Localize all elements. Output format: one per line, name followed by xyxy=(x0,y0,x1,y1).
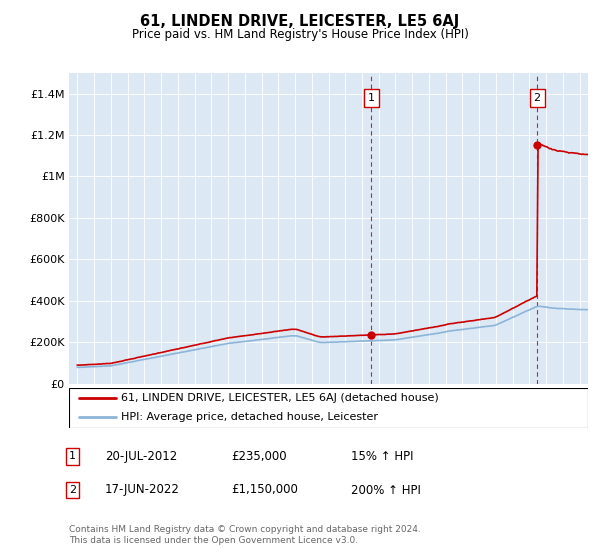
Text: 1: 1 xyxy=(368,92,374,102)
Text: £235,000: £235,000 xyxy=(231,450,287,463)
Text: 17-JUN-2022: 17-JUN-2022 xyxy=(105,483,180,497)
Text: 200% ↑ HPI: 200% ↑ HPI xyxy=(351,483,421,497)
Text: 15% ↑ HPI: 15% ↑ HPI xyxy=(351,450,413,463)
Text: 61, LINDEN DRIVE, LEICESTER, LE5 6AJ (detached house): 61, LINDEN DRIVE, LEICESTER, LE5 6AJ (de… xyxy=(121,393,439,403)
Text: 20-JUL-2012: 20-JUL-2012 xyxy=(105,450,177,463)
Text: 2: 2 xyxy=(69,485,76,495)
Text: 1: 1 xyxy=(69,451,76,461)
Text: 61, LINDEN DRIVE, LEICESTER, LE5 6AJ: 61, LINDEN DRIVE, LEICESTER, LE5 6AJ xyxy=(140,14,460,29)
Text: Contains HM Land Registry data © Crown copyright and database right 2024.
This d: Contains HM Land Registry data © Crown c… xyxy=(69,525,421,545)
Text: HPI: Average price, detached house, Leicester: HPI: Average price, detached house, Leic… xyxy=(121,412,378,422)
Text: £1,150,000: £1,150,000 xyxy=(231,483,298,497)
Text: Price paid vs. HM Land Registry's House Price Index (HPI): Price paid vs. HM Land Registry's House … xyxy=(131,28,469,41)
Text: 2: 2 xyxy=(533,92,541,102)
